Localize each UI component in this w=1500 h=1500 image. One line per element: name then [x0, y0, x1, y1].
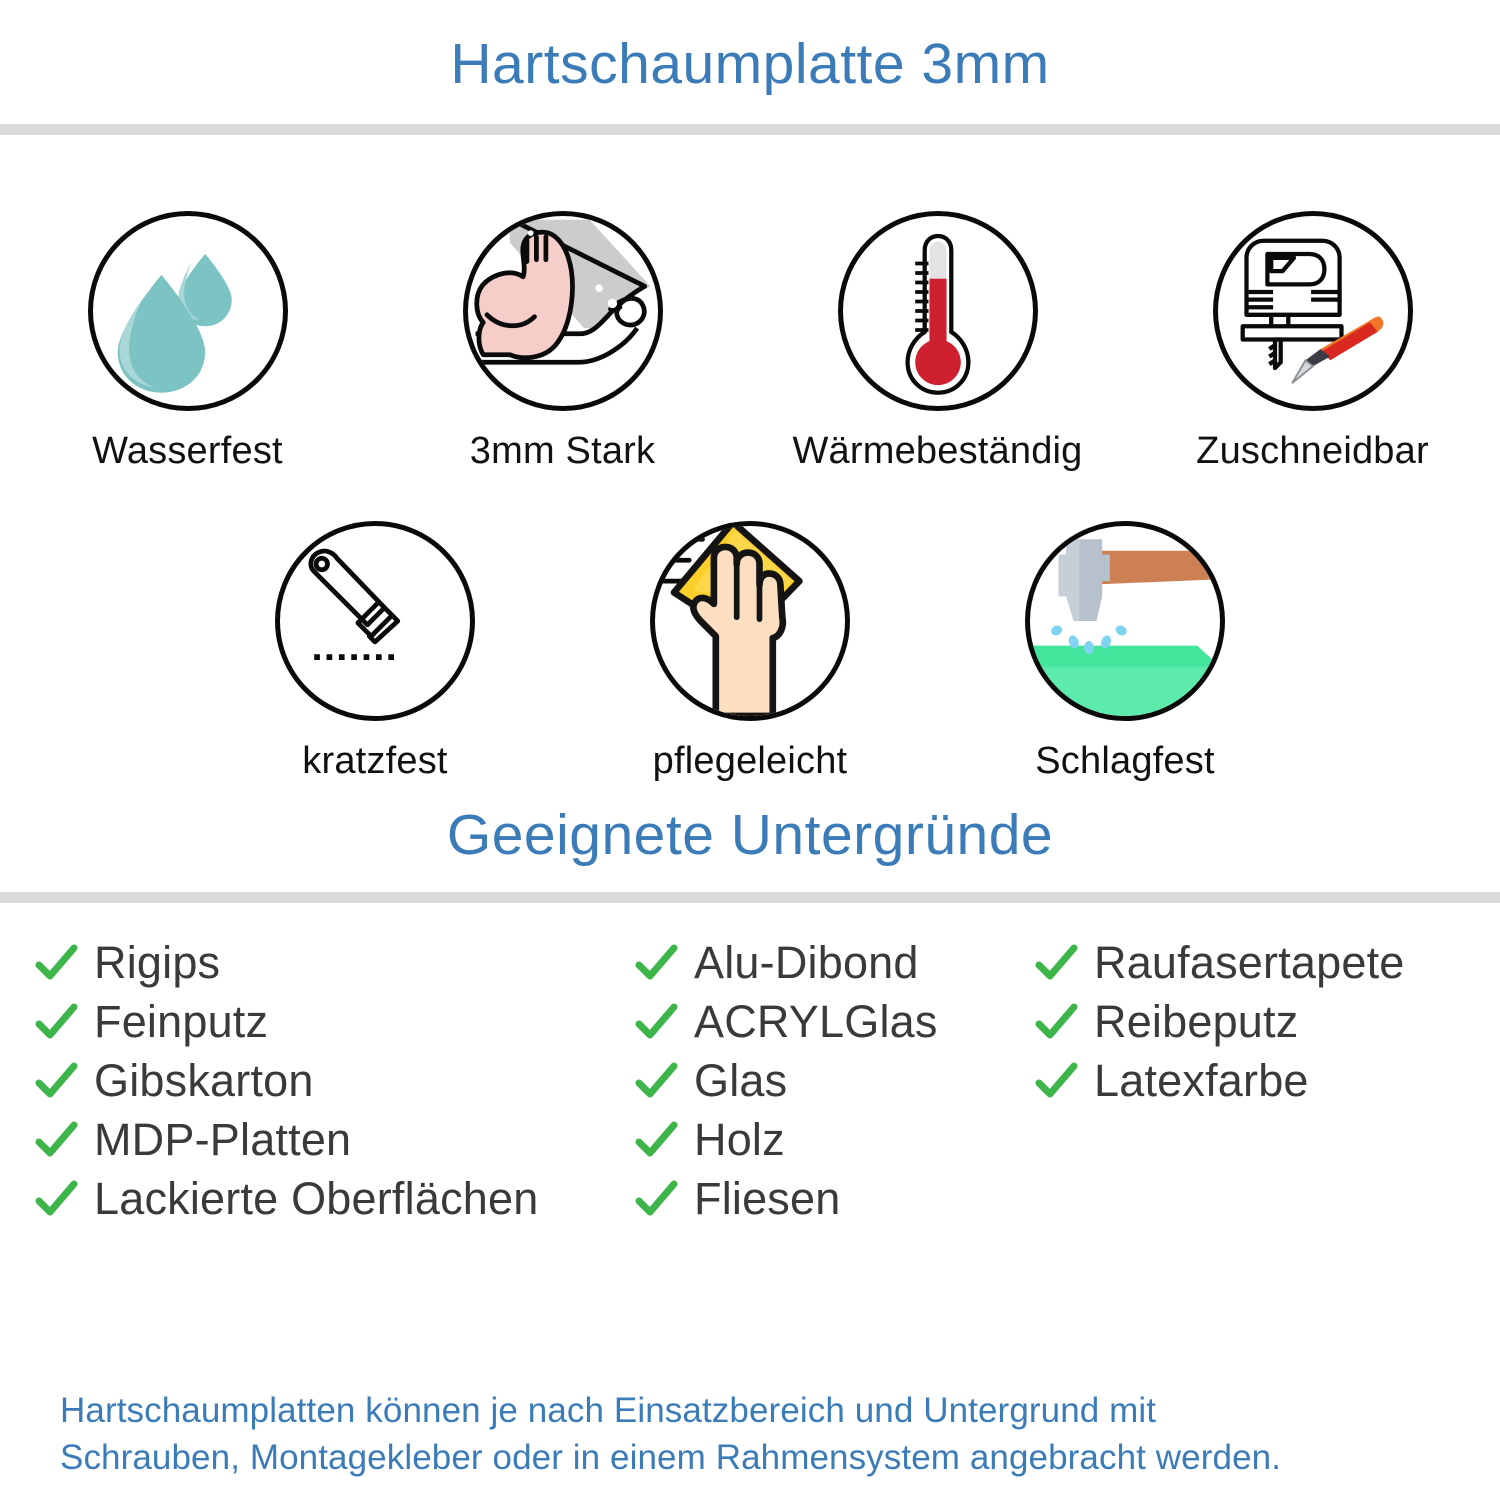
list-item: Raufasertapete	[1034, 933, 1494, 992]
check-mark-icon	[34, 941, 78, 985]
list-item: Reibeputz	[1034, 992, 1494, 1051]
footer-line-1: Hartschaumplatten können je nach Einsatz…	[60, 1391, 1157, 1430]
jigsaw-and-scalpel-icon	[1212, 211, 1413, 411]
hammer-striking-surface-icon	[1025, 521, 1225, 721]
substrate-label: MDP-Platten	[94, 1113, 352, 1165]
list-item: Fliesen	[634, 1169, 1034, 1228]
check-mark-icon	[634, 941, 678, 985]
list-item: Holz	[634, 1110, 1034, 1169]
footer-line-2: Schrauben, Montagekleber oder in einem R…	[60, 1437, 1282, 1477]
check-mark-icon	[1034, 1000, 1078, 1044]
substrate-label: Gibskarton	[94, 1054, 314, 1106]
page-title: Hartschaumplatte 3mm	[450, 32, 1050, 96]
list-item: MDP-Platten	[34, 1110, 634, 1169]
feature-schlagfest: Schlagfest	[938, 521, 1313, 783]
check-mark-icon	[634, 1177, 678, 1221]
substrate-label: Rigips	[94, 936, 221, 988]
check-mark-icon	[34, 1177, 78, 1221]
feature-label: Wärmebeständig	[792, 430, 1083, 472]
substrate-label: Alu-Dibond	[694, 936, 919, 988]
footer-note: Hartschaumplatten können je nach Einsatz…	[60, 1388, 1460, 1481]
list-item: Feinputz	[34, 992, 634, 1051]
feature-pflegeleicht: pflegeleicht	[563, 521, 938, 783]
feature-3mm-stark: 3mm Stark	[375, 211, 750, 473]
list-item: Lackierte Oberflächen	[34, 1169, 634, 1228]
list-item: Gibskarton	[34, 1051, 634, 1110]
subtitle-block: Geeignete Untergründe	[0, 783, 1500, 892]
substrate-list: Rigips Feinputz Gibskarton MDP-Platten L…	[0, 903, 1500, 1228]
feature-label: 3mm Stark	[469, 430, 656, 472]
substrate-label: Latexfarbe	[1094, 1054, 1309, 1106]
flexed-arm-bending-sheet-icon	[462, 211, 663, 411]
check-mark-icon	[1034, 941, 1078, 985]
feature-row-1: Wasserfest	[0, 211, 1500, 473]
feature-waermebestaendig: Wärmebeständig	[750, 211, 1125, 473]
list-item: Glas	[634, 1051, 1034, 1110]
check-mark-icon	[34, 1059, 78, 1103]
substrate-label: Glas	[694, 1054, 788, 1106]
substrate-column-2: Alu-Dibond ACRYLGlas Glas Holz Fliesen	[634, 933, 1034, 1228]
substrate-label: Reibeputz	[1094, 995, 1299, 1047]
list-item: ACRYLGlas	[634, 992, 1034, 1051]
check-mark-icon	[634, 1000, 678, 1044]
thermometer-icon	[837, 211, 1038, 411]
list-item: Rigips	[34, 933, 634, 992]
feature-label: pflegeleicht	[652, 740, 848, 782]
substrate-label: Fliesen	[694, 1172, 841, 1224]
substrate-column-1: Rigips Feinputz Gibskarton MDP-Platten L…	[34, 933, 634, 1228]
hand-wiping-cloth-icon	[650, 521, 850, 721]
substrate-label: Lackierte Oberflächen	[94, 1172, 539, 1224]
substrate-column-3: Raufasertapete Reibeputz Latexfarbe	[1034, 933, 1494, 1228]
feature-label: Wasserfest	[92, 430, 283, 472]
substrate-label: Holz	[694, 1113, 785, 1165]
title-block: Hartschaumplatte 3mm	[0, 0, 1500, 124]
substrate-label: Raufasertapete	[1094, 936, 1405, 988]
feature-label: Schlagfest	[1035, 740, 1215, 782]
feature-label: Zuschneidbar	[1196, 430, 1429, 472]
feature-wasserfest: Wasserfest	[0, 211, 375, 473]
list-item: Latexfarbe	[1034, 1051, 1494, 1110]
check-mark-icon	[34, 1000, 78, 1044]
check-mark-icon	[634, 1118, 678, 1162]
divider-middle	[0, 892, 1500, 903]
list-item: Alu-Dibond	[634, 933, 1034, 992]
water-drops-icon	[87, 211, 288, 411]
feature-zuschneidbar: Zuschneidbar	[1125, 211, 1500, 473]
feature-label: kratzfest	[302, 740, 448, 782]
blade-scratching-surface-icon	[275, 521, 475, 721]
check-mark-icon	[34, 1118, 78, 1162]
feature-kratzfest: kratzfest	[188, 521, 563, 783]
check-mark-icon	[1034, 1059, 1078, 1103]
divider-top	[0, 124, 1500, 135]
section-title-substrates: Geeignete Untergründe	[446, 803, 1054, 867]
check-mark-icon	[634, 1059, 678, 1103]
feature-row-2: kratzfest	[0, 521, 1500, 783]
substrate-label: Feinputz	[94, 995, 269, 1047]
substrate-label: ACRYLGlas	[694, 995, 938, 1047]
